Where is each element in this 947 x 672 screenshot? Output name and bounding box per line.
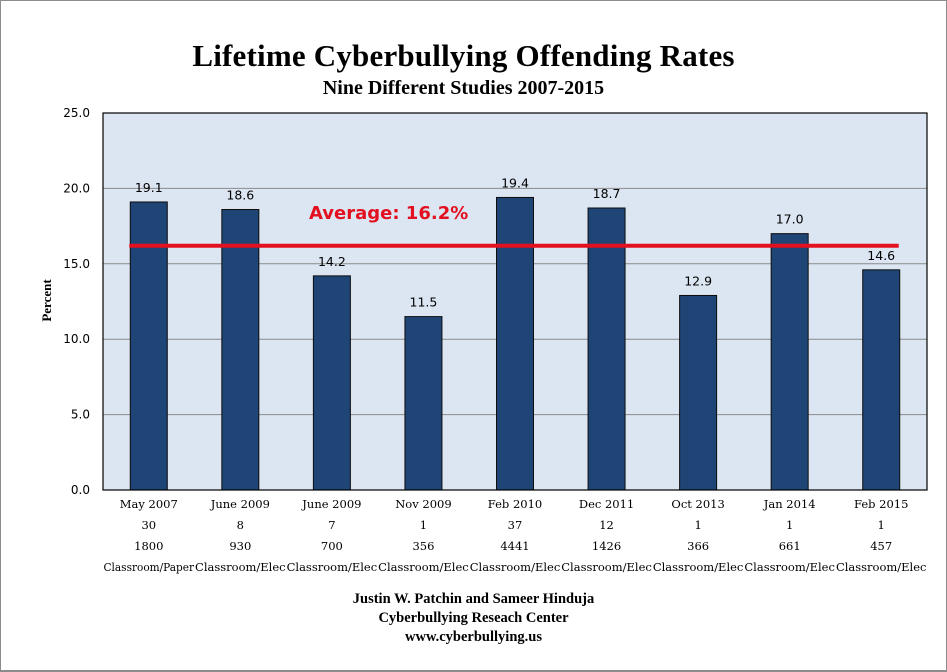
studies-count: 8 bbox=[237, 518, 244, 532]
studies-count: 1 bbox=[420, 518, 427, 532]
y-axis-ticks: 0.0 5.0 10.0 15.0 20.0 25.0 bbox=[63, 106, 90, 497]
y-tick-label: 5.0 bbox=[71, 408, 90, 422]
x-tick-label: June 2009 bbox=[301, 497, 361, 511]
y-tick-label: 15.0 bbox=[63, 257, 90, 271]
sample-size: 700 bbox=[321, 539, 343, 553]
bar bbox=[221, 209, 260, 491]
survey-method: Classroom/Elec bbox=[744, 560, 835, 574]
survey-method: Classroom/Elec bbox=[195, 560, 286, 574]
sample-size: 457 bbox=[870, 539, 892, 553]
footer-organization: Cyberbullying Reseach Center bbox=[378, 610, 569, 626]
bars bbox=[129, 196, 901, 491]
x-tick-label: June 2009 bbox=[210, 497, 270, 511]
survey-method: Classroom/Elec bbox=[561, 560, 652, 574]
footer-website: www.cyberbullying.us bbox=[405, 629, 542, 645]
data-labels: 19.1 18.6 14.2 11.5 19.4 18.7 12.9 17.0 14.6 bbox=[135, 175, 895, 309]
y-tick-label: 10.0 bbox=[63, 332, 90, 346]
sample-size: 930 bbox=[229, 539, 251, 553]
bar bbox=[770, 233, 809, 491]
survey-method: Classroom/Paper bbox=[104, 560, 195, 574]
x-tick-label: Feb 2015 bbox=[854, 497, 908, 511]
studies-count: 1 bbox=[694, 518, 701, 532]
studies-count: 7 bbox=[328, 518, 335, 532]
data-label: 14.6 bbox=[867, 248, 895, 263]
footer-authors: Justin W. Patchin and Sameer Hinduja bbox=[352, 591, 595, 607]
x-tick-label: Oct 2013 bbox=[671, 497, 724, 511]
data-label: 19.1 bbox=[135, 180, 163, 195]
data-label: 14.2 bbox=[318, 254, 346, 269]
bar bbox=[129, 201, 168, 491]
sample-size: 4441 bbox=[500, 539, 529, 553]
bar bbox=[587, 207, 626, 491]
x-tick-label: Feb 2010 bbox=[488, 497, 542, 511]
studies-count: 1 bbox=[878, 518, 885, 532]
studies-count: 37 bbox=[508, 518, 523, 532]
average-line-group: Average: 16.2% bbox=[129, 203, 899, 248]
survey-method: Classroom/Elec bbox=[836, 560, 927, 574]
data-label: 12.9 bbox=[684, 273, 712, 288]
x-tick-label: May 2007 bbox=[120, 497, 178, 511]
chart-subtitle: Nine Different Studies 2007-2015 bbox=[322, 77, 605, 99]
data-label: 19.4 bbox=[501, 175, 529, 190]
studies-count: 1 bbox=[786, 518, 793, 532]
sample-size: 1426 bbox=[592, 539, 621, 553]
bar bbox=[679, 294, 718, 491]
x-tick-label: Jan 2014 bbox=[763, 497, 816, 511]
sample-size: 661 bbox=[779, 539, 801, 553]
survey-method: Classroom/Elec bbox=[470, 560, 561, 574]
sample-size: 356 bbox=[412, 539, 434, 553]
chart-title: Lifetime Cyberbullying Offending Rates bbox=[192, 38, 735, 73]
x-tick-label: Nov 2009 bbox=[395, 497, 451, 511]
data-label: 18.6 bbox=[226, 188, 254, 203]
data-label: 18.7 bbox=[593, 186, 621, 201]
survey-method: Classroom/Elec bbox=[653, 560, 744, 574]
studies-count: 12 bbox=[599, 518, 614, 532]
y-tick-label: 20.0 bbox=[63, 181, 90, 195]
bar bbox=[862, 269, 901, 491]
x-axis-categories: May 2007 30 1800 Classroom/Paper June 2009 8 9… bbox=[104, 497, 927, 574]
y-tick-label: 25.0 bbox=[63, 106, 90, 120]
bar bbox=[496, 196, 534, 491]
survey-method: Classroom/Elec bbox=[378, 560, 469, 574]
survey-method: Classroom/Elec bbox=[287, 560, 378, 574]
bar bbox=[404, 316, 443, 491]
sample-size: 1800 bbox=[134, 539, 163, 553]
y-tick-label: 0.0 bbox=[71, 483, 90, 497]
y-axis-label: Percent bbox=[39, 279, 54, 322]
studies-count: 30 bbox=[141, 518, 156, 532]
average-label: Average: 16.2% bbox=[309, 203, 468, 224]
sample-size: 366 bbox=[687, 539, 709, 553]
x-tick-label: Dec 2011 bbox=[579, 497, 634, 511]
bar bbox=[312, 275, 351, 491]
data-label: 17.0 bbox=[776, 212, 804, 227]
plot-border bbox=[102, 112, 928, 491]
data-label: 11.5 bbox=[410, 295, 438, 310]
